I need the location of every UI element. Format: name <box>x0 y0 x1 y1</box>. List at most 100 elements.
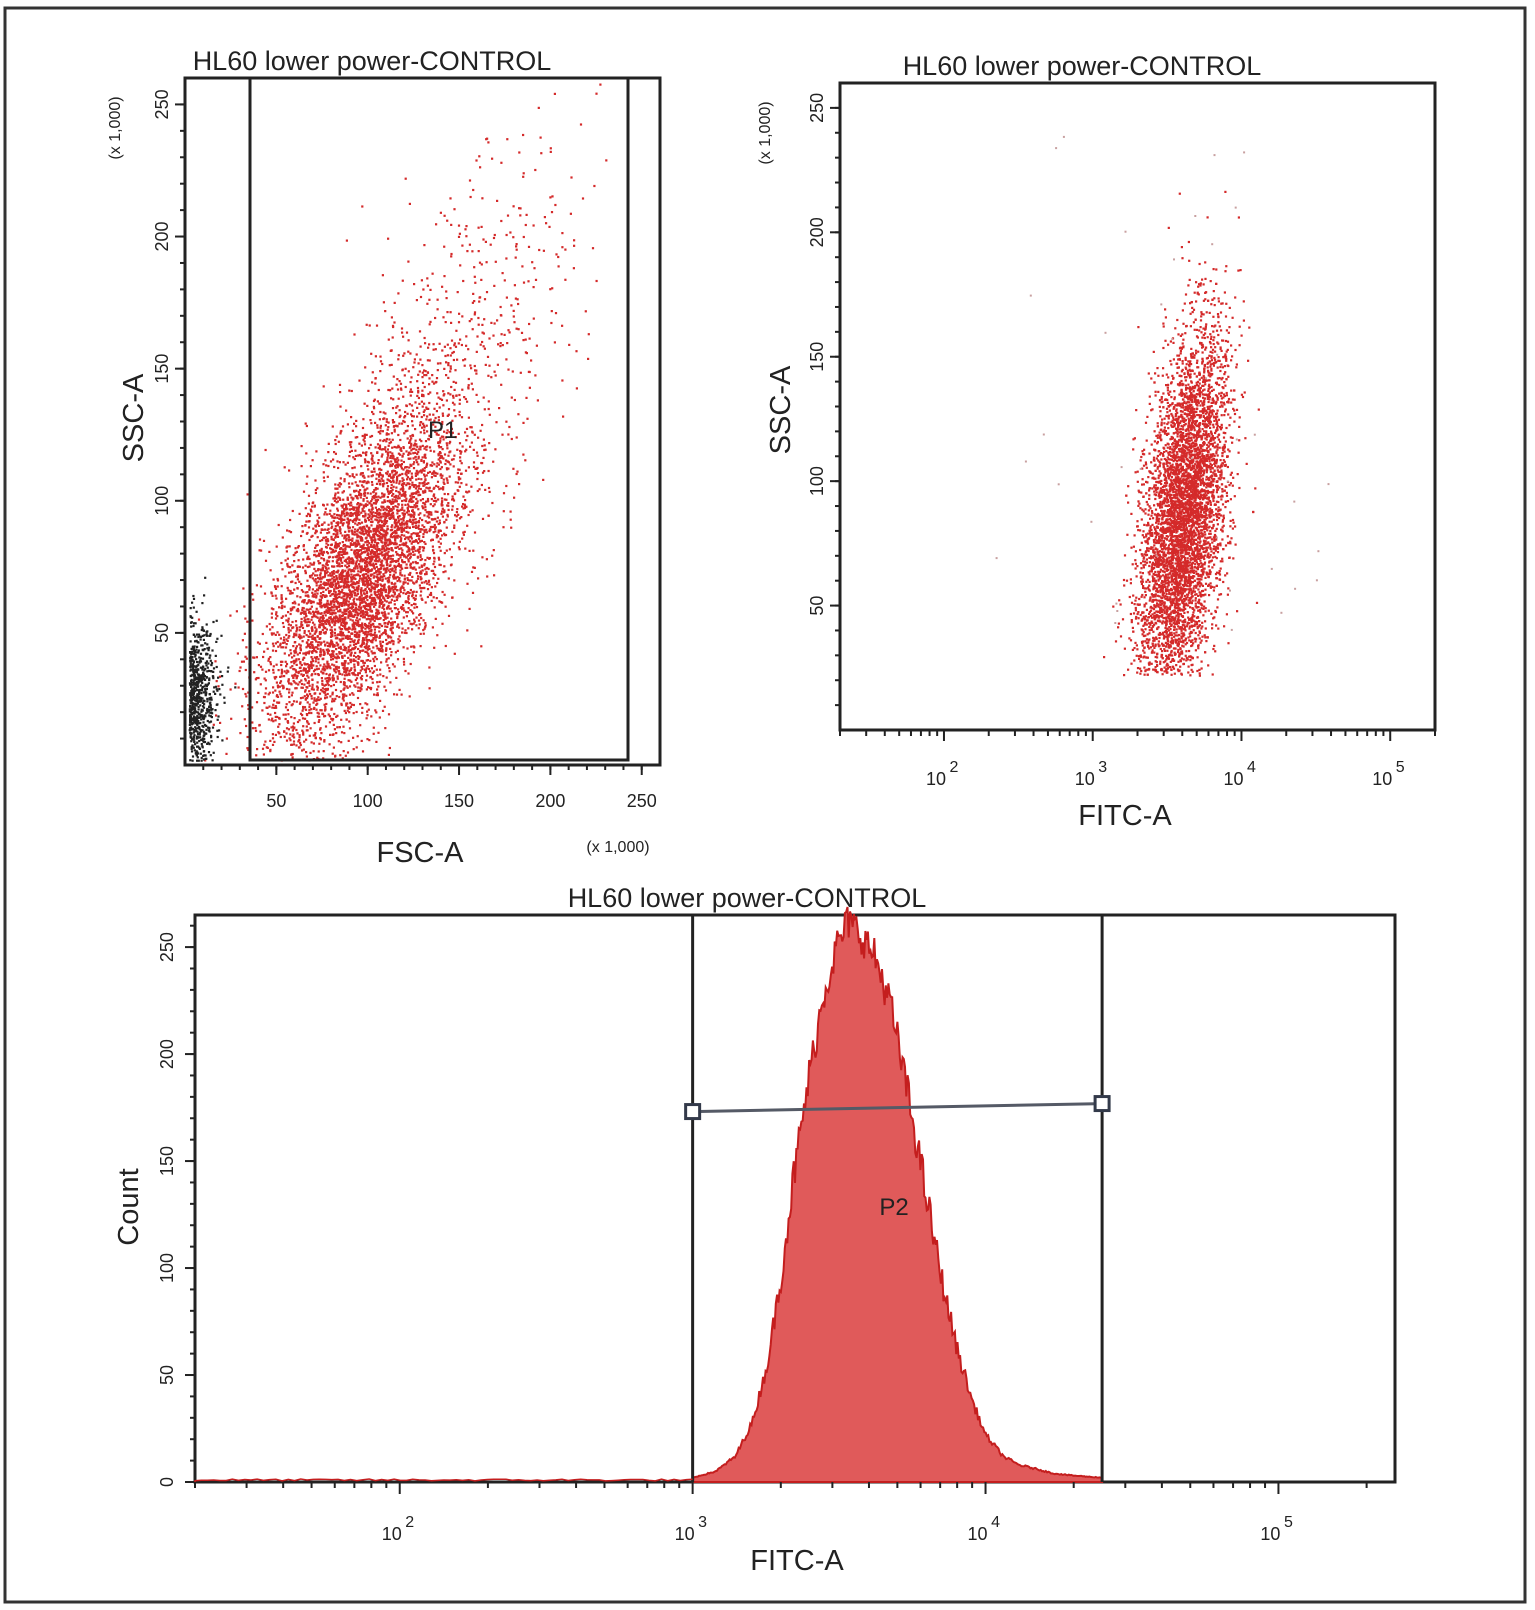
scatter-point <box>389 457 391 459</box>
scatter-point <box>304 718 306 720</box>
scatter-point <box>311 667 313 669</box>
scatter-point <box>380 506 382 508</box>
scatter-point <box>341 656 343 658</box>
scatter-point <box>334 634 336 636</box>
scatter-point <box>337 675 339 677</box>
scatter-point <box>397 608 399 610</box>
scatter-point <box>436 536 438 538</box>
scatter-point <box>420 594 422 596</box>
scatter-point <box>346 594 348 596</box>
scatter-point <box>408 549 410 551</box>
scatter-point <box>396 626 398 628</box>
scatter-point <box>458 476 460 478</box>
scatter-point <box>382 515 384 517</box>
scatter-point <box>482 518 484 520</box>
scatter-point <box>411 604 413 606</box>
scatter-point <box>460 451 462 453</box>
scatter-point <box>353 490 355 492</box>
scatter-point <box>387 426 389 428</box>
scatter-point <box>329 510 331 512</box>
scatter-point <box>306 515 308 517</box>
scatter-point <box>328 443 330 445</box>
scatter-point <box>299 701 301 703</box>
scatter-point <box>311 697 313 699</box>
scatter-point <box>383 550 385 552</box>
scatter-point <box>466 435 468 437</box>
scatter-point <box>341 581 343 583</box>
scatter-point <box>355 643 357 645</box>
scatter-point <box>403 447 405 449</box>
scatter-point <box>286 703 288 705</box>
scatter-point <box>398 504 400 506</box>
scatter-point <box>434 566 436 568</box>
scatter-point <box>448 408 450 410</box>
scatter-point <box>394 586 396 588</box>
scatter-point <box>388 621 390 623</box>
scatter-point <box>290 683 292 685</box>
scatter-point <box>353 666 355 668</box>
scatter-point <box>327 587 329 589</box>
scatter-point <box>447 502 449 504</box>
scatter-point <box>309 693 311 695</box>
scatter-point <box>346 667 348 669</box>
scatter-point <box>347 518 349 520</box>
scatter-point <box>305 507 307 509</box>
scatter-point <box>330 709 332 711</box>
scatter-point <box>307 596 309 598</box>
scatter-point <box>393 591 395 593</box>
scatter-point <box>392 549 394 551</box>
scatter-point <box>278 634 280 636</box>
scatter-point <box>424 622 426 624</box>
scatter-point <box>322 668 324 670</box>
scatter-point <box>440 487 442 489</box>
scatter-point <box>370 444 372 446</box>
scatter-point <box>376 645 378 647</box>
scatter-point <box>421 582 423 584</box>
scatter-point <box>355 619 357 621</box>
scatter-point <box>425 487 427 489</box>
scatter-point <box>384 625 386 627</box>
scatter-point <box>348 711 350 713</box>
scatter-point <box>424 506 426 508</box>
scatter-point <box>279 693 281 695</box>
scatter-point <box>378 630 380 632</box>
scatter-point <box>453 527 455 529</box>
scatter-point <box>421 566 423 568</box>
scatter-point <box>427 498 429 500</box>
scatter-point <box>396 512 398 514</box>
scatter-point <box>350 504 352 506</box>
scatter-point <box>345 628 347 630</box>
scatter-point <box>364 702 366 704</box>
scatter-point <box>307 676 309 678</box>
scatter-point <box>394 621 396 623</box>
scatter-point <box>355 563 357 565</box>
scatter-point <box>401 534 403 536</box>
scatter-point <box>391 610 393 612</box>
scatter-point <box>348 673 350 675</box>
scatter-point <box>292 602 294 604</box>
scatter-point <box>383 575 385 577</box>
scatter-point <box>389 500 391 502</box>
scatter-point <box>296 675 298 677</box>
scatter-point <box>388 461 390 463</box>
scatter-point <box>383 686 385 688</box>
scatter-point <box>436 377 438 379</box>
scatter-point <box>432 577 434 579</box>
scatter-point <box>361 712 363 714</box>
scatter-point <box>298 746 300 748</box>
scatter-point <box>357 661 359 663</box>
scatter-point <box>350 549 352 551</box>
scatter-point <box>366 626 368 628</box>
scatter-point <box>343 480 345 482</box>
scatter-point <box>472 550 474 552</box>
scatter-point <box>376 483 378 485</box>
scatter-point <box>451 531 453 533</box>
scatter-point <box>456 511 458 513</box>
scatter-point <box>321 642 323 644</box>
scatter-point <box>366 500 368 502</box>
scatter-point <box>347 462 349 464</box>
scatter-point <box>333 520 335 522</box>
scatter-point <box>365 671 367 673</box>
scatter-point <box>382 710 384 712</box>
scatter-point <box>332 679 334 681</box>
